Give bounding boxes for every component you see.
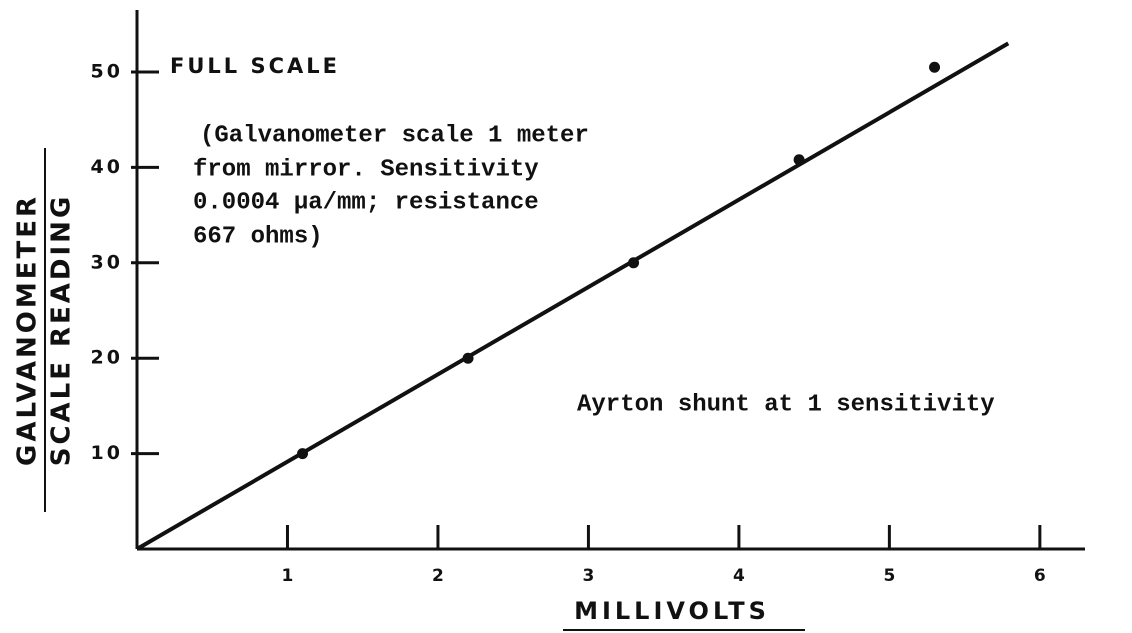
y-axis-label: GALVANOMETER <box>13 194 43 466</box>
note-line: 667 ohms) <box>193 223 323 250</box>
x-tick-label: 1 <box>282 566 294 586</box>
full-scale-note: FULL SCALE <box>170 54 340 78</box>
note-line: (Galvanometer scale 1 meter <box>200 122 589 149</box>
x-tick-label: 5 <box>883 566 895 586</box>
y-axis-label: SCALE READING <box>47 194 77 467</box>
y-tick-label: 20 <box>91 347 123 369</box>
x-axis-label: MILLIVOLTS <box>574 597 770 625</box>
y-tick-label: 50 <box>91 61 123 83</box>
x-tick-label: 4 <box>733 566 745 586</box>
fit-line <box>135 41 1010 551</box>
x-tick-label: 2 <box>432 566 444 586</box>
data-point <box>929 61 941 73</box>
shunt-note: Ayrton shunt at 1 sensitivity <box>577 391 995 418</box>
y-tick-label: 10 <box>91 442 123 464</box>
note-line: 0.0004 μa/mm; resistance <box>193 189 539 216</box>
x-tick-label: 6 <box>1034 566 1046 586</box>
x-tick-label: 3 <box>583 566 595 586</box>
y-tick-label: 30 <box>91 251 123 273</box>
note-line: from mirror. Sensitivity <box>193 156 539 183</box>
y-tick-label: 40 <box>91 156 123 178</box>
